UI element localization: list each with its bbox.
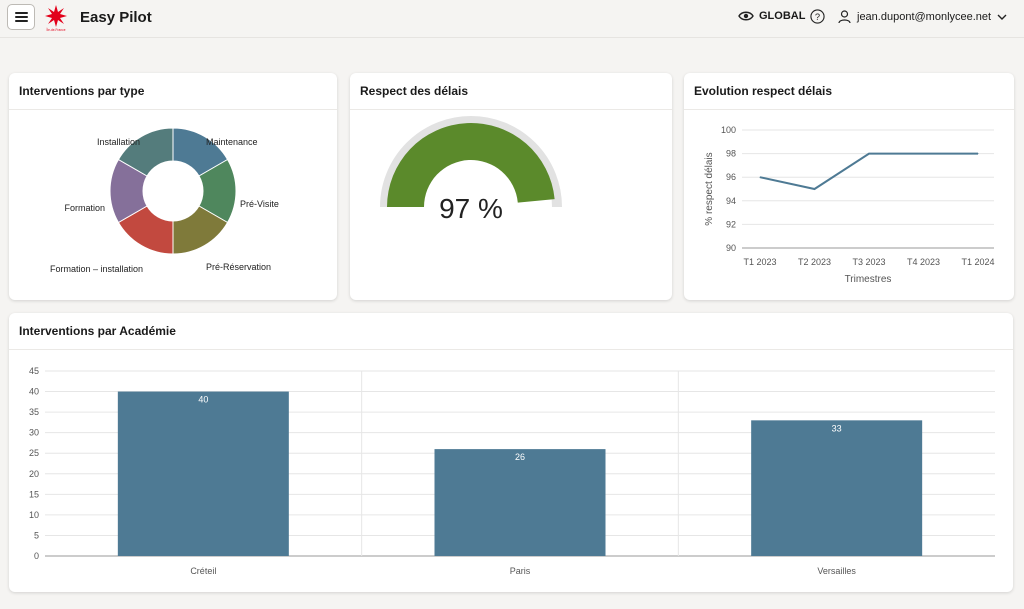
hamburger-icon-line bbox=[15, 20, 28, 22]
gauge-chart: 97 % bbox=[380, 116, 562, 224]
hamburger-icon-line bbox=[15, 16, 28, 18]
donut-label: Installation bbox=[97, 137, 140, 147]
donut-label: Maintenance bbox=[206, 137, 258, 147]
x-tick-label: Créteil bbox=[190, 566, 216, 576]
gauge-fill bbox=[387, 122, 555, 207]
donut-label: Pré-Réservation bbox=[206, 262, 271, 272]
y-tick-label: 40 bbox=[29, 387, 39, 397]
series-line bbox=[759, 152, 978, 191]
help-icon[interactable]: ? bbox=[810, 9, 825, 24]
card-title: Respect des délais bbox=[350, 73, 672, 110]
data-point bbox=[977, 153, 979, 155]
top-bar: Île-de-France Easy Pilot GLOBAL ? jean.d… bbox=[0, 0, 1024, 38]
y-tick-label: 92 bbox=[726, 219, 736, 229]
y-tick-label: 94 bbox=[726, 196, 736, 206]
data-point bbox=[868, 153, 870, 155]
scope-selector[interactable]: GLOBAL bbox=[738, 10, 805, 22]
bar bbox=[751, 420, 923, 556]
data-point bbox=[814, 188, 815, 190]
bar-chart: 0 5 10 15 20 25 30 35 40 45 40 Créteil 26 Paris 33 Vers… bbox=[29, 366, 995, 576]
user-email: jean.dupont@monlycee.net bbox=[857, 11, 992, 23]
x-tick-label: T1 2024 bbox=[961, 257, 994, 267]
user-icon bbox=[838, 10, 851, 24]
chevron-down-icon bbox=[997, 14, 1007, 20]
bar bbox=[434, 449, 606, 556]
card-title: Evolution respect délais bbox=[684, 73, 1014, 110]
logo-text: Île-de-France bbox=[46, 28, 66, 32]
y-tick-label: 30 bbox=[29, 428, 39, 438]
gauge-track bbox=[380, 116, 562, 208]
y-tick-label: 45 bbox=[29, 366, 39, 376]
hamburger-icon bbox=[15, 12, 28, 14]
y-tick-label: 96 bbox=[726, 172, 736, 182]
svg-text:?: ? bbox=[815, 12, 820, 22]
y-tick-label: 0 bbox=[34, 551, 39, 561]
gauge-value: 97 % bbox=[439, 193, 503, 224]
app-title: Easy Pilot bbox=[80, 9, 152, 26]
x-tick-label: T1 2023 bbox=[743, 257, 776, 267]
x-tick-label: Paris bbox=[510, 566, 531, 576]
x-tick-label: T4 2023 bbox=[907, 257, 940, 267]
x-tick-label: T3 2023 bbox=[852, 257, 885, 267]
scope-label: GLOBAL bbox=[759, 10, 806, 22]
card-title: Interventions par type bbox=[9, 73, 337, 110]
eye-icon bbox=[738, 11, 754, 21]
y-tick-label: 10 bbox=[29, 510, 39, 520]
card-interventions-type: Interventions par type Maintenance Pré-Vi… bbox=[9, 73, 337, 300]
donut-label: Formation bbox=[64, 203, 105, 213]
donut-label: Pré-Visite bbox=[240, 199, 279, 209]
y-tick-label: 100 bbox=[721, 125, 736, 135]
menu-button[interactable] bbox=[7, 4, 35, 30]
card-respect-delais: Respect des délais 97 % bbox=[350, 73, 672, 300]
y-tick-label: 90 bbox=[726, 243, 736, 253]
donut-chart: Maintenance Pré-Visite Pré-Réservation Form… bbox=[50, 127, 279, 274]
donut-label: Formation – installation bbox=[50, 264, 143, 274]
bar-value-label: 40 bbox=[198, 395, 208, 405]
bar-value-label: 26 bbox=[515, 452, 525, 462]
y-tick-label: 35 bbox=[29, 407, 39, 417]
data-point bbox=[759, 176, 761, 178]
user-menu[interactable]: jean.dupont@monlycee.net bbox=[838, 10, 1007, 24]
y-tick-label: 25 bbox=[29, 448, 39, 458]
x-axis-title: Trimestres bbox=[845, 274, 892, 285]
card-title: Interventions par Académie bbox=[9, 313, 1013, 350]
bar bbox=[117, 391, 289, 556]
donut-slice bbox=[117, 127, 174, 177]
line-chart: 90 92 94 96 98 100 T1 2023 T2 2023 T3 2023 T4 202… bbox=[704, 125, 995, 285]
data-point bbox=[923, 153, 924, 155]
x-tick-label: Versailles bbox=[817, 566, 856, 576]
y-tick-label: 98 bbox=[726, 149, 736, 159]
y-tick-label: 5 bbox=[34, 530, 39, 540]
y-tick-label: 20 bbox=[29, 469, 39, 479]
card-academie: Interventions par Académie 0 5 10 15 20 25 30 3… bbox=[9, 313, 1013, 592]
bar-value-label: 33 bbox=[832, 423, 842, 433]
card-evolution: Evolution respect délais 90 92 94 96 98 100 T1… bbox=[684, 73, 1014, 300]
region-logo[interactable]: Île-de-France bbox=[44, 4, 68, 32]
y-tick-label: 15 bbox=[29, 489, 39, 499]
y-axis-title: % respect délais bbox=[704, 152, 715, 225]
x-tick-label: T2 2023 bbox=[798, 257, 831, 267]
